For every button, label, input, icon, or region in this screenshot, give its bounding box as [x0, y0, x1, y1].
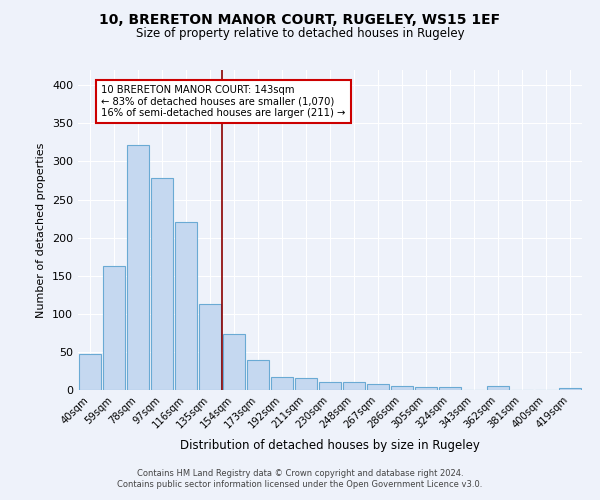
Bar [103, 266, 125, 390]
Bar [223, 334, 245, 390]
X-axis label: Distribution of detached houses by size in Rugeley: Distribution of detached houses by size … [180, 439, 480, 452]
Bar [151, 178, 173, 390]
Bar [367, 384, 389, 390]
Bar [439, 387, 461, 390]
Text: 10 BRERETON MANOR COURT: 143sqm
← 83% of detached houses are smaller (1,070)
16%: 10 BRERETON MANOR COURT: 143sqm ← 83% of… [101, 85, 346, 118]
Text: Size of property relative to detached houses in Rugeley: Size of property relative to detached ho… [136, 28, 464, 40]
Bar [271, 377, 293, 390]
Bar [559, 388, 581, 390]
Bar [487, 386, 509, 390]
Bar [391, 386, 413, 390]
Bar [127, 144, 149, 390]
Bar [199, 304, 221, 390]
Bar [247, 360, 269, 390]
Bar [175, 222, 197, 390]
Text: 10, BRERETON MANOR COURT, RUGELEY, WS15 1EF: 10, BRERETON MANOR COURT, RUGELEY, WS15 … [100, 12, 500, 26]
Y-axis label: Number of detached properties: Number of detached properties [37, 142, 46, 318]
Bar [79, 354, 101, 390]
Text: Contains public sector information licensed under the Open Government Licence v3: Contains public sector information licen… [118, 480, 482, 489]
Bar [319, 382, 341, 390]
Text: Contains HM Land Registry data © Crown copyright and database right 2024.: Contains HM Land Registry data © Crown c… [137, 468, 463, 477]
Bar [343, 382, 365, 390]
Bar [415, 387, 437, 390]
Bar [295, 378, 317, 390]
